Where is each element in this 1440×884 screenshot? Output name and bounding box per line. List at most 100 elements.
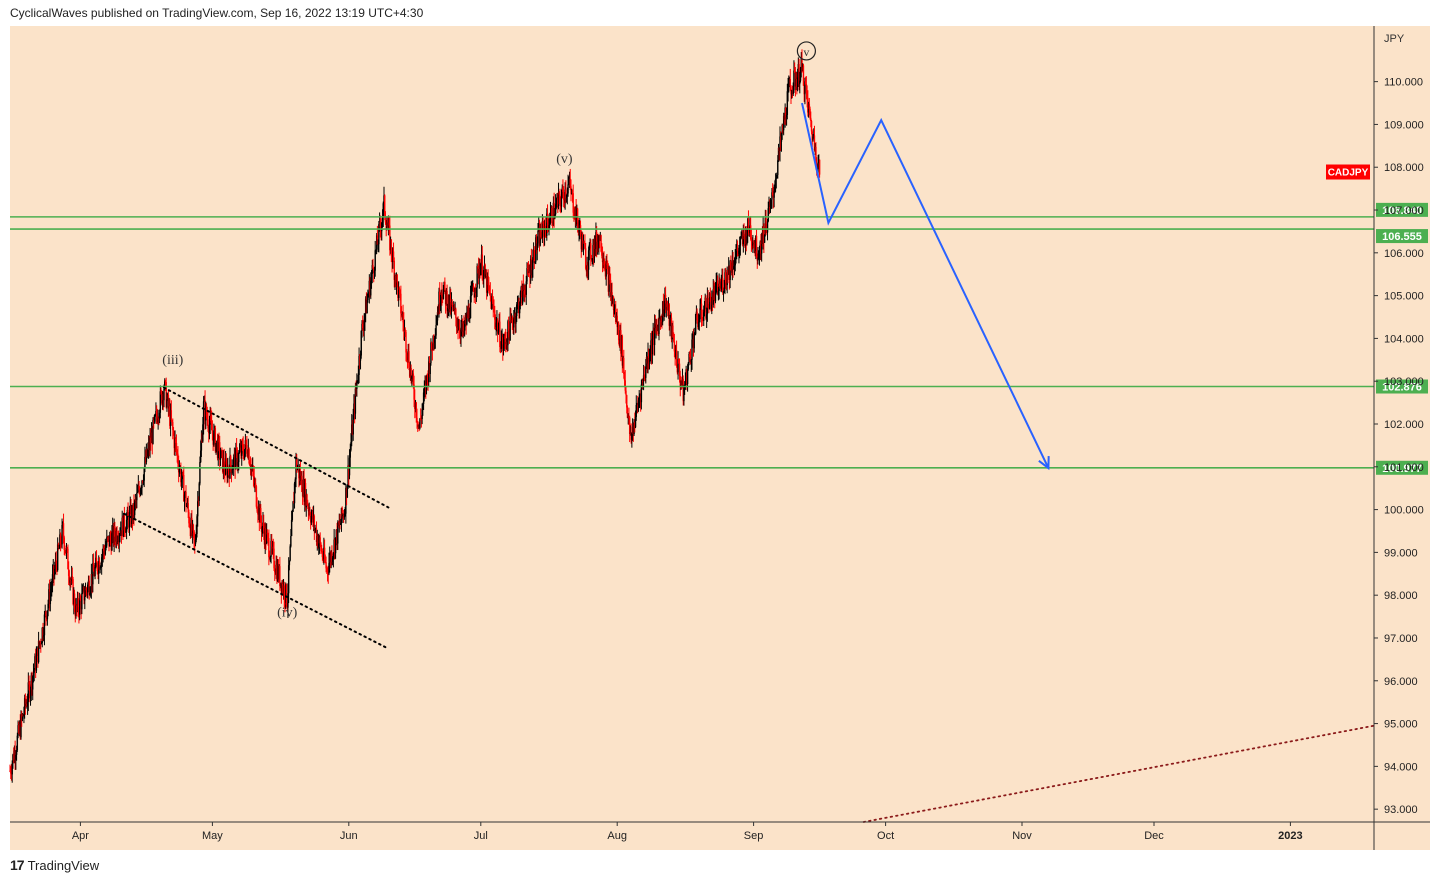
candle-body [415,402,417,418]
candle-body [554,204,557,215]
candle-body [388,222,390,226]
candle-body [640,384,643,403]
candle-body [128,511,131,528]
candle-body [275,564,277,575]
candle-body [796,77,799,87]
candle-body [197,500,199,517]
candle-body [92,563,94,585]
candle-body [377,244,379,246]
wave-label: v [803,45,809,59]
candle-body [504,335,506,340]
candle-body [578,228,580,233]
candle-body [408,351,410,368]
candle-body [148,442,151,451]
candle-body [464,317,467,324]
channel-line [163,386,390,509]
candle-body [432,335,434,351]
candle-body [359,355,361,361]
candle-body [737,250,739,255]
candle-body [725,272,727,283]
candle-body [626,407,629,418]
candle-body [712,289,714,305]
candle-body [269,556,272,560]
candle-body [397,288,400,298]
candle-body [409,367,412,377]
candle-body [755,235,757,252]
candle-body [392,251,395,261]
candle-body [274,572,277,575]
candle-body [622,358,624,366]
candle-body [238,451,241,453]
candle-body [114,536,117,542]
candle-body [714,291,716,302]
projection-arrowhead [1038,456,1050,471]
candle-body [140,488,142,490]
candle-body [47,603,49,611]
candle-body [470,290,472,297]
candle-body [395,274,398,286]
price-tick-label: 93.000 [1384,804,1418,816]
candle-body [40,641,42,645]
candle-body [273,548,275,569]
candle-body [83,586,85,601]
candle-body [183,494,186,502]
candle-body [636,404,638,406]
candle-body [111,526,114,534]
candle-body [747,218,750,229]
candle-body [623,358,625,375]
candle-body [358,355,360,375]
candle-body [237,462,239,466]
candle-body [151,432,153,444]
candle-body [320,543,322,552]
candle-body [595,232,597,250]
candle-body [240,447,242,456]
candle-body [435,325,437,336]
candle-body [384,215,387,223]
candle-body [103,547,105,552]
candle-body [659,317,662,321]
candle-body [477,266,479,268]
candle-body [17,725,19,736]
symbol-badge-label: CADJPY [1328,168,1369,179]
candle-body [587,265,589,270]
candle-body [733,266,735,269]
candle-body [21,715,23,719]
tradingview-footer: 17 TradingView [10,857,99,873]
candle-body [786,91,789,115]
candle-body [767,208,769,222]
candle-body [342,514,345,518]
candle-body [158,412,161,419]
candle-body [583,241,585,244]
candle-body [414,399,416,409]
candle-body [389,239,392,251]
price-tick-label: 106.000 [1384,248,1424,260]
candle-body [752,241,755,245]
candle-body [748,228,750,234]
candle-body [797,64,800,78]
candle-body [378,224,380,245]
candle-body [516,302,519,305]
candle-body [352,415,354,435]
candle-body [661,317,663,323]
candle-body [393,260,395,280]
candle-body [311,511,313,516]
candle-body [227,467,229,478]
candle-body [354,388,357,414]
candle-body [331,557,334,562]
candle-body [235,447,238,450]
candle-body [339,522,341,525]
candle-body [717,290,720,295]
candle-body [707,298,709,308]
candle-body [353,403,355,416]
candle-body [615,308,617,322]
candle-body [227,467,230,471]
candle-body [769,200,772,208]
candle-body [700,303,702,309]
candle-body [774,178,777,188]
candle-body [713,289,715,292]
candle-body [125,531,127,533]
candle-body [719,286,722,289]
candle-body [547,222,549,230]
candle-body [84,588,87,597]
candle-body [433,335,435,343]
